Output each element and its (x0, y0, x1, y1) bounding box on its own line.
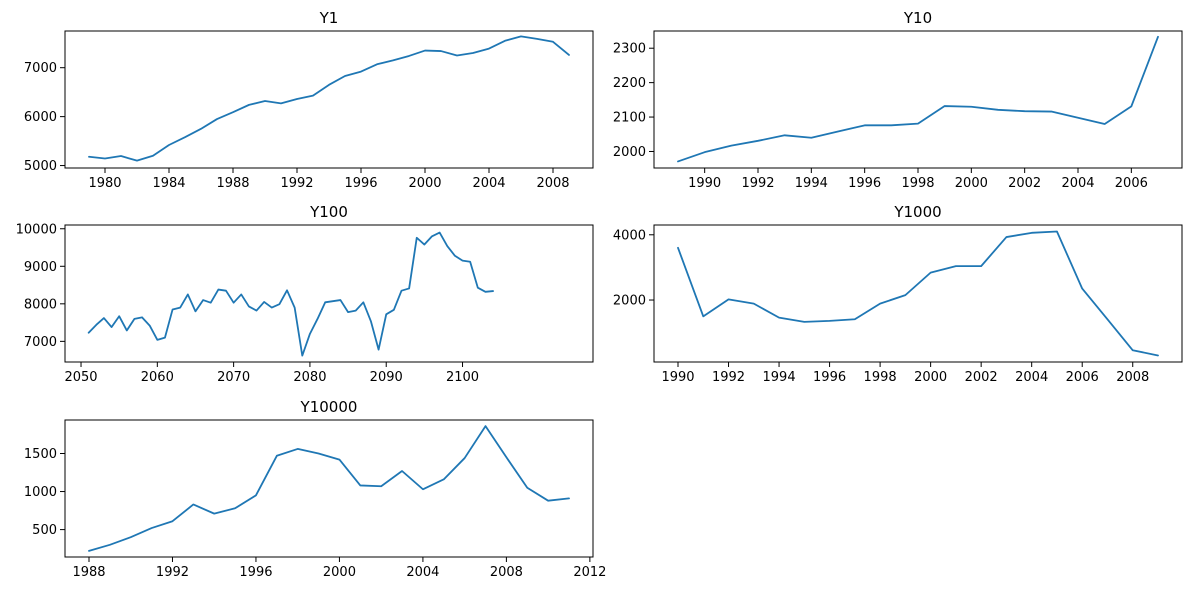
x-tick-label: 2000 (955, 176, 988, 191)
y-tick-label: 7000 (24, 61, 57, 76)
panel-y1000: Y1000 1990 1992 1994 1996 1998 2000 2002 2004 200… (613, 203, 1183, 385)
x-tick-label: 1980 (88, 176, 121, 191)
panel-title: Y10 (903, 9, 932, 27)
x-tick-label: 1996 (344, 176, 377, 191)
x-tick-label: 1998 (864, 370, 897, 385)
series-line (88, 35, 570, 162)
x-tick-label: 2002 (965, 370, 998, 385)
x-tick-label: 2100 (446, 370, 479, 385)
y-tick-label: 1000 (24, 485, 57, 500)
x-tick-label: 2000 (408, 176, 441, 191)
series-line (677, 230, 1159, 357)
y-tick-label: 9000 (24, 260, 57, 275)
y-tick-label: 5000 (24, 159, 57, 174)
axes-frame (653, 224, 1183, 363)
y-tick-label: 4000 (613, 228, 646, 243)
x-tick-label: 2008 (536, 176, 569, 191)
x-tick-label: 2050 (64, 370, 97, 385)
x-tick-label: 2008 (1116, 370, 1149, 385)
y-tick-label: 6000 (24, 110, 57, 125)
axes-frame (64, 419, 594, 558)
x-tick-label: 1996 (848, 176, 881, 191)
series-line (87, 231, 494, 357)
x-tick-label: 1988 (72, 565, 105, 580)
x-tick-label: 2004 (406, 565, 439, 580)
x-tick-label: 1994 (795, 176, 828, 191)
y-tick-label: 2000 (613, 145, 646, 160)
axes-frame (653, 30, 1183, 169)
x-tick-label: 1988 (216, 176, 249, 191)
x-tick-label: 1990 (688, 176, 721, 191)
x-tick-label: 1992 (280, 176, 313, 191)
x-tick-label: 2000 (323, 565, 356, 580)
panel-y100: Y100 2050 2060 2070 2080 2090 2100 7000 8000 9000… (16, 203, 594, 385)
x-tick-label: 2002 (1008, 176, 1041, 191)
panel-title: Y1 (319, 9, 339, 27)
x-tick-label: 1992 (741, 176, 774, 191)
panel-y1: Y1 1980 1984 1988 1992 1996 2000 2004 2008 5000 60… (24, 9, 594, 191)
x-tick-label: 2060 (141, 370, 174, 385)
x-tick-label: 2008 (490, 565, 523, 580)
y-tick-label: 8000 (24, 297, 57, 312)
x-tick-label: 1994 (763, 370, 796, 385)
panel-y10: Y10 1990 1992 1994 1996 1998 2000 2002 2004 2006 2… (613, 9, 1183, 191)
series-line (677, 35, 1159, 163)
x-tick-label: 1998 (901, 176, 934, 191)
y-tick-label: 1500 (24, 447, 57, 462)
panel-title: Y1000 (893, 203, 941, 221)
x-tick-label: 1984 (152, 176, 185, 191)
panel-y10000: Y10000 1988 1992 1996 2000 2004 2008 2012 500 100… (24, 398, 607, 580)
x-tick-label: 2004 (472, 176, 505, 191)
x-tick-label: 2006 (1066, 370, 1099, 385)
panel-title: Y10000 (300, 398, 358, 416)
panel-title: Y100 (309, 203, 348, 221)
axes-frame (64, 224, 594, 363)
x-tick-label: 2004 (1015, 370, 1048, 385)
y-tick-label: 7000 (24, 335, 57, 350)
series-line (88, 425, 570, 552)
y-tick-label: 2100 (613, 111, 646, 126)
x-tick-label: 2012 (573, 565, 606, 580)
x-tick-label: 1992 (156, 565, 189, 580)
y-tick-label: 500 (32, 523, 57, 538)
x-tick-label: 2000 (914, 370, 947, 385)
axes-frame (64, 30, 594, 169)
x-tick-label: 2090 (370, 370, 403, 385)
x-tick-label: 2006 (1115, 176, 1148, 191)
x-tick-label: 2004 (1061, 176, 1094, 191)
x-tick-label: 2080 (293, 370, 326, 385)
y-tick-label: 10000 (16, 222, 57, 237)
x-tick-label: 1996 (239, 565, 272, 580)
x-tick-label: 1992 (712, 370, 745, 385)
x-tick-label: 1990 (661, 370, 694, 385)
y-tick-label: 2200 (613, 76, 646, 91)
x-tick-label: 1996 (813, 370, 846, 385)
y-tick-label: 2000 (613, 294, 646, 309)
y-tick-label: 2300 (613, 42, 646, 57)
x-tick-label: 2070 (217, 370, 250, 385)
